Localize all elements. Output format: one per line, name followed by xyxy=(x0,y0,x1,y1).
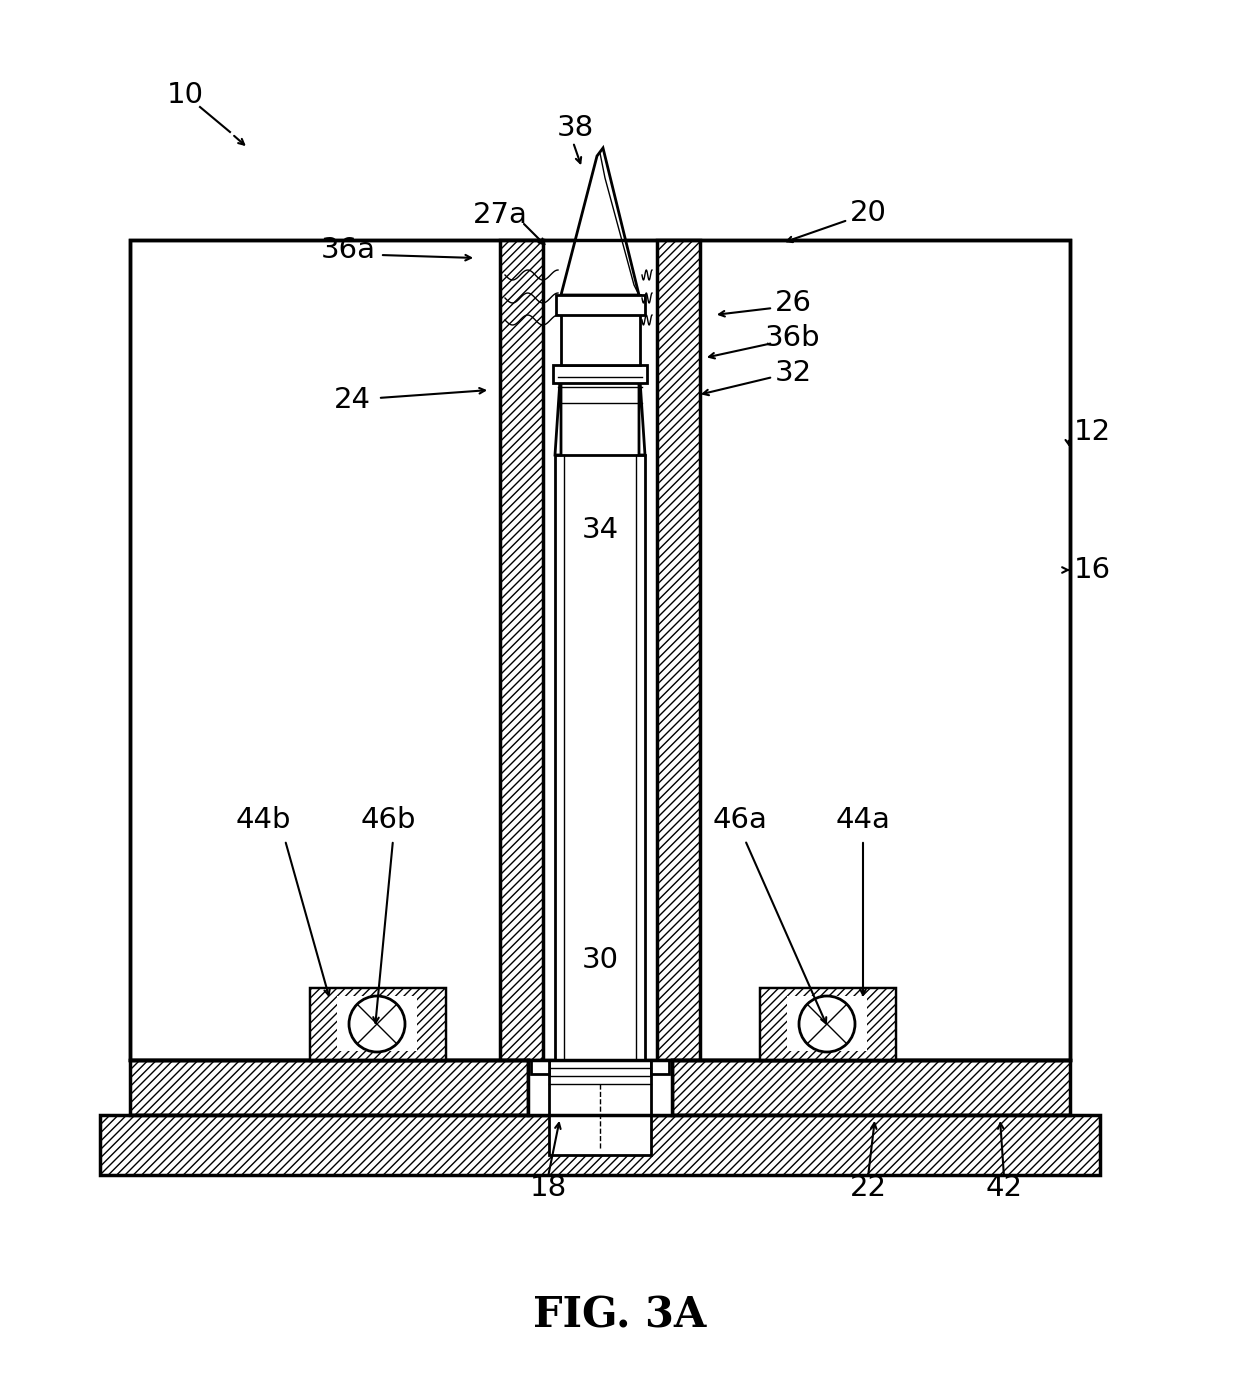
Text: 16: 16 xyxy=(1074,556,1111,584)
Bar xyxy=(549,1060,651,1154)
Text: 20: 20 xyxy=(849,200,887,228)
Bar xyxy=(651,1060,670,1074)
Polygon shape xyxy=(556,364,560,455)
Circle shape xyxy=(348,995,405,1053)
Bar xyxy=(760,988,895,1060)
Bar xyxy=(553,364,647,383)
Bar xyxy=(337,995,417,1051)
Bar xyxy=(556,295,645,315)
Polygon shape xyxy=(560,148,639,295)
Text: 44b: 44b xyxy=(236,805,290,833)
Text: 18: 18 xyxy=(529,1174,567,1202)
Bar xyxy=(657,240,701,1060)
Polygon shape xyxy=(639,364,645,455)
Bar xyxy=(130,240,1070,1060)
Text: 44a: 44a xyxy=(836,805,890,833)
Bar xyxy=(531,1060,549,1074)
Bar xyxy=(100,1115,1100,1175)
Text: 42: 42 xyxy=(986,1174,1023,1202)
Text: 32: 32 xyxy=(775,359,811,387)
Bar xyxy=(787,995,867,1051)
Bar xyxy=(130,1060,528,1115)
Text: 22: 22 xyxy=(849,1174,887,1202)
Bar xyxy=(672,1060,1070,1115)
Bar xyxy=(560,295,640,364)
Bar xyxy=(310,988,445,1060)
Text: 26: 26 xyxy=(775,289,811,317)
Bar xyxy=(528,1060,673,1115)
Bar xyxy=(556,455,645,1060)
Text: FIG. 3A: FIG. 3A xyxy=(533,1294,707,1336)
Text: 46a: 46a xyxy=(713,805,768,833)
Circle shape xyxy=(799,995,856,1053)
Text: 30: 30 xyxy=(582,946,619,974)
Text: 27a: 27a xyxy=(472,201,527,229)
Text: 38: 38 xyxy=(557,114,594,142)
Bar xyxy=(760,988,895,1060)
Text: 46b: 46b xyxy=(361,805,415,833)
Text: 24: 24 xyxy=(334,387,371,415)
Text: 34: 34 xyxy=(582,517,619,544)
Text: 12: 12 xyxy=(1074,417,1111,445)
Text: 36b: 36b xyxy=(765,324,821,352)
Bar xyxy=(500,240,543,1060)
Text: 10: 10 xyxy=(166,81,203,109)
Bar xyxy=(310,988,445,1060)
Text: 36a: 36a xyxy=(320,236,376,264)
Bar xyxy=(130,240,1070,1060)
